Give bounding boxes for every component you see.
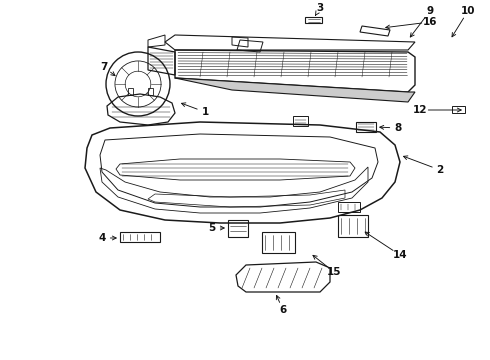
Text: 9: 9 bbox=[426, 6, 434, 16]
Text: 2: 2 bbox=[437, 165, 443, 175]
Text: 10: 10 bbox=[461, 6, 475, 16]
Polygon shape bbox=[175, 78, 415, 102]
Text: 4: 4 bbox=[98, 233, 106, 243]
Text: 7: 7 bbox=[100, 62, 108, 72]
Text: 6: 6 bbox=[279, 305, 287, 315]
Text: 14: 14 bbox=[392, 250, 407, 260]
Text: 12: 12 bbox=[413, 105, 427, 115]
Text: 3: 3 bbox=[317, 3, 323, 13]
Text: 16: 16 bbox=[423, 17, 437, 27]
Text: 15: 15 bbox=[327, 267, 341, 277]
Text: 1: 1 bbox=[201, 107, 209, 117]
Text: 5: 5 bbox=[208, 223, 216, 233]
Text: 8: 8 bbox=[394, 123, 402, 133]
